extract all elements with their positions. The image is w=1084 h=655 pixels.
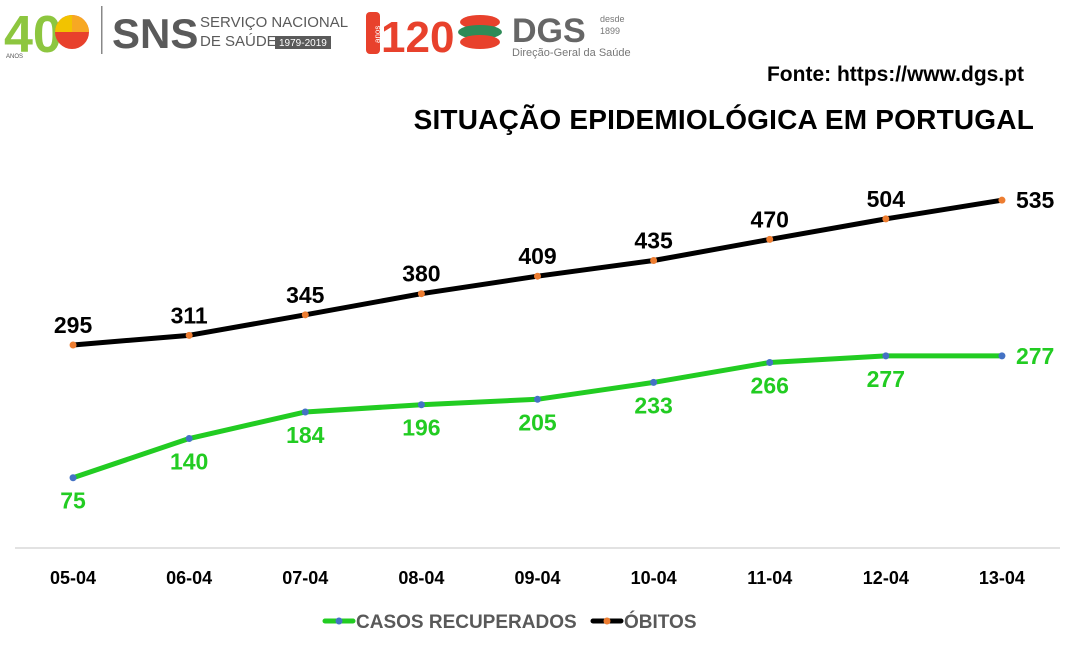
sns-years: 1979-2019 [279, 38, 327, 49]
legend-label-recovered: CASOS RECUPERADOS [356, 612, 577, 633]
x-tick-label: 07-04 [282, 568, 328, 588]
dgs-title: DGS [512, 12, 586, 50]
series-line-deaths [70, 197, 1005, 348]
data-label-deaths: 345 [286, 282, 325, 308]
x-tick-label: 12-04 [863, 568, 909, 588]
data-label-deaths: 295 [54, 312, 93, 338]
logo-40-sub: ANOS [6, 54, 23, 60]
data-point-deaths [301, 311, 309, 319]
dgs-since: desde [600, 14, 625, 24]
data-point-recovered [301, 408, 309, 416]
x-tick-label: 13-04 [979, 568, 1025, 588]
data-label-deaths: 504 [867, 186, 906, 212]
data-point-deaths [766, 235, 774, 243]
data-label-recovered: 140 [170, 449, 208, 475]
data-point-recovered [534, 395, 541, 403]
x-tick-label: 05-04 [50, 568, 96, 588]
data-label-recovered: 277 [867, 366, 905, 392]
data-point-deaths [417, 290, 425, 298]
data-point-recovered [69, 474, 77, 482]
data-label-recovered: 233 [634, 392, 672, 418]
data-point-recovered [185, 435, 193, 443]
data-point-deaths [650, 257, 658, 265]
sns-title: SNS [112, 10, 198, 57]
data-label-recovered: 277 [1016, 343, 1054, 369]
dgs-120-anos-logo: anos 120 [366, 12, 454, 62]
legend-marker-deaths [603, 617, 611, 625]
dgs-name: Direção-Geral da Saúde [512, 47, 631, 59]
data-label-deaths: 470 [751, 206, 789, 232]
data-label-recovered: 75 [60, 488, 86, 514]
logo-40-text: 40 [4, 6, 62, 62]
header-logos: 40 ANOS SNS SERVIÇO NACIONAL DE SAÚDE 19… [4, 6, 631, 62]
data-label-deaths: 380 [402, 261, 440, 287]
data-point-recovered [650, 378, 658, 386]
x-tick-label: 09-04 [514, 568, 560, 588]
chart-legend: CASOS RECUPERADOS ÓBITOS [322, 611, 697, 633]
data-label-recovered: 184 [286, 422, 325, 448]
data-label-recovered: 205 [518, 409, 557, 435]
logo-120-text: 120 [381, 13, 454, 62]
sns-40-anos-logo: 40 ANOS [4, 6, 89, 62]
data-label-recovered: 196 [402, 415, 440, 441]
data-label-deaths: 435 [634, 228, 673, 254]
data-label-deaths: 311 [171, 302, 208, 328]
chart-title: SITUAÇÃO EPIDEMIOLÓGICA EM PORTUGAL [413, 104, 1034, 135]
dgs-logo: DGS desde 1899 Direção-Geral da Saúde [458, 12, 631, 59]
data-point-recovered [766, 358, 774, 366]
data-label-deaths: 409 [518, 243, 556, 269]
sns-line2: DE SAÚDE [200, 33, 277, 50]
data-point-recovered [998, 352, 1006, 360]
x-tick-label: 11-04 [747, 568, 792, 588]
legend-label-deaths: ÓBITOS [624, 611, 697, 633]
data-point-deaths [69, 341, 77, 349]
data-point-recovered [417, 401, 425, 409]
sns-line1: SERVIÇO NACIONAL [200, 14, 348, 31]
data-label-recovered: 266 [751, 372, 789, 398]
source-label: Fonte: https://www.dgs.pt [766, 63, 1024, 86]
logo-120-sub: anos [373, 26, 382, 43]
legend-marker-recovered [335, 617, 343, 625]
data-point-deaths [882, 215, 890, 223]
dgs-year: 1899 [600, 26, 620, 36]
x-tick-label: 08-04 [398, 568, 444, 588]
data-point-deaths [185, 331, 193, 339]
sns-logo: SNS SERVIÇO NACIONAL DE SAÚDE 1979-2019 [112, 10, 348, 57]
x-tick-label: 06-04 [166, 568, 212, 588]
data-label-deaths: 535 [1016, 187, 1055, 213]
data-point-deaths [998, 196, 1006, 204]
x-tick-label: 10-04 [631, 568, 677, 588]
data-point-recovered [882, 352, 890, 360]
data-point-deaths [534, 272, 541, 280]
